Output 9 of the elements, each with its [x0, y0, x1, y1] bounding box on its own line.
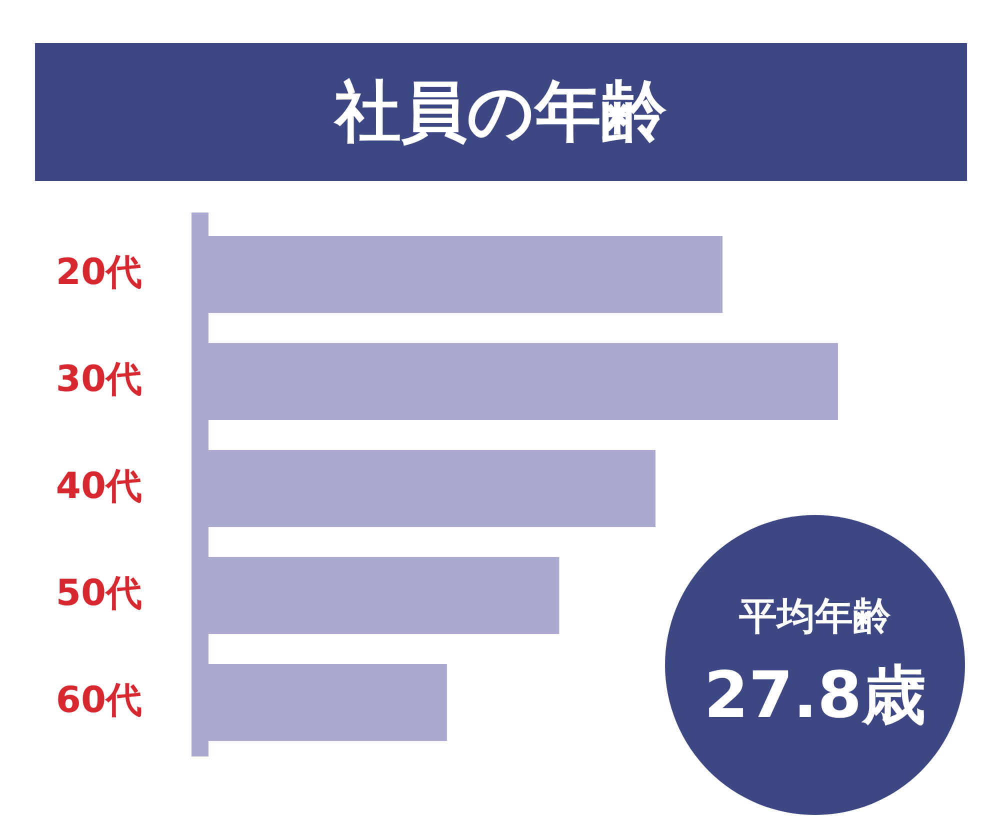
y-tick-label: 50代 — [56, 572, 142, 614]
chart-title: 社員の年齢 — [335, 72, 667, 152]
y-tick-label: 60代 — [56, 680, 142, 721]
circle-badge: 平均年齢 27.8歳 — [665, 515, 965, 815]
annotation: 27.8歳 — [704, 658, 926, 735]
annotation: 平均年齢 — [739, 593, 891, 640]
y-tick-label: 20代 — [56, 252, 142, 293]
y-tick-label: 40代 — [56, 466, 142, 507]
y-tick-label: 30代 — [56, 358, 142, 400]
